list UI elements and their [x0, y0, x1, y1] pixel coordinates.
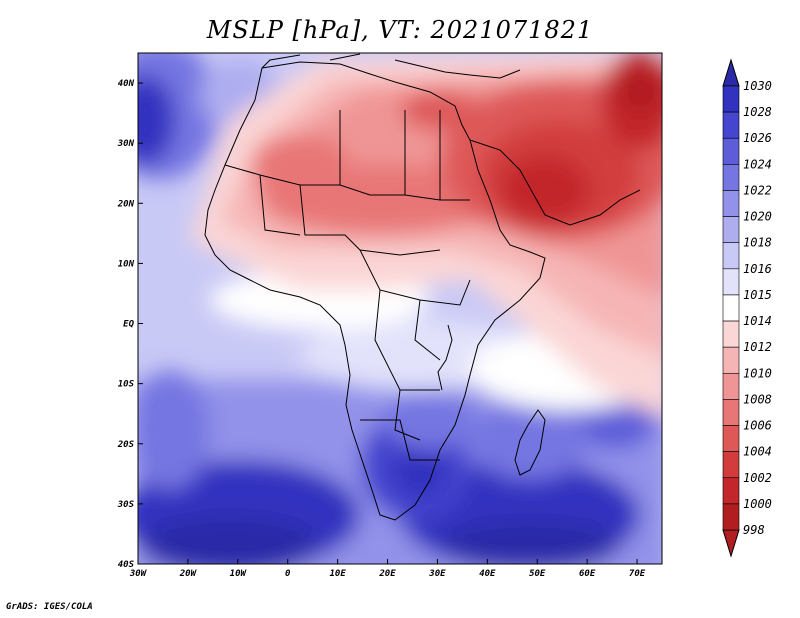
lon-tick-label: 30W [129, 569, 148, 579]
colorbar-label: 1024 [743, 157, 772, 171]
lat-tick-label: 30N [117, 139, 135, 149]
colorbar-swatch [722, 477, 740, 505]
lon-tick-label: 30E [428, 569, 446, 579]
colorbar-swatch [722, 399, 740, 426]
colorbar-swatch [722, 346, 740, 374]
grads-credit: GrADS: IGES/COLA [6, 602, 93, 612]
colorbar-label: 1018 [743, 236, 772, 250]
latitude-ticks: 40N 30N 20N 10N EQ 10S 20S 30S 40S [117, 79, 143, 570]
madagascar [514, 409, 546, 476]
colorbar-swatch [722, 294, 740, 322]
lat-tick-label: 20S [117, 440, 135, 450]
colorbar-label: 1030 [743, 79, 772, 93]
colorbar-swatch [722, 320, 740, 348]
lon-tick-label: 40E [479, 569, 496, 579]
coastlines [204, 53, 641, 521]
lat-tick-label: 30S [117, 500, 135, 510]
colorbar-swatch [722, 190, 740, 217]
colorbar-label: 1016 [743, 262, 772, 276]
lon-tick-label: 50E [529, 569, 546, 579]
colorbar-label: 1004 [743, 445, 772, 459]
colorbar-label: 998 [743, 523, 765, 537]
colorbar-swatch [722, 451, 740, 479]
colorbar-high-extend [722, 58, 740, 87]
lon-tick-label: 0 [285, 569, 291, 579]
lon-tick-label: 60E [579, 569, 596, 579]
map-frame [137, 52, 663, 565]
lakes [437, 324, 453, 391]
colorbar-swatch [722, 372, 740, 400]
lat-tick-label: 40N [118, 79, 135, 89]
arabia-coastline [469, 139, 641, 226]
lat-tick-label: 40S [118, 560, 135, 570]
colorbar-swatch [722, 268, 740, 296]
longitude-ticks: 30W 20W 10W 0 10E 20E 30E 40E 50E 60E 70E [129, 559, 646, 579]
lat-tick-label: 20N [117, 199, 135, 209]
colorbar-label: 1015 [743, 288, 772, 302]
europe-coastline [261, 53, 521, 79]
lat-tick-label: 10S [118, 380, 135, 390]
colorbar-label: 1014 [743, 314, 772, 328]
colorbar-label: 1012 [743, 340, 772, 354]
colorbar-swatch [722, 85, 740, 113]
colorbar-label: 1022 [743, 183, 772, 197]
colorbar-swatch [722, 111, 740, 139]
colorbar-swatch [722, 242, 740, 270]
colorbar-swatch [722, 425, 740, 452]
colorbar: 998 1000 1002 1004 1006 1008 1010 1012 1014 1015 1… [722, 58, 772, 558]
colorbar-label: 1006 [743, 419, 772, 433]
pressure-field [138, 53, 662, 564]
colorbar-swatch [722, 164, 740, 191]
lat-tick-label: EQ [123, 320, 134, 330]
africa-coastline [204, 61, 546, 521]
colorbar-label: 1000 [743, 497, 772, 511]
colorbar-label: 1028 [743, 105, 772, 119]
colorbar-label: 1008 [743, 392, 772, 406]
map-title: MSLP [hPa], VT: 2021071821 [206, 16, 594, 44]
colorbar-label: 1026 [743, 131, 772, 145]
lon-tick-label: 20W [179, 569, 198, 579]
country-borders [224, 110, 471, 461]
colorbar-label: 1010 [743, 366, 772, 380]
lat-tick-label: 10N [118, 259, 135, 269]
colorbar-low-extend [722, 529, 740, 558]
lon-tick-label: 20E [378, 569, 396, 579]
colorbar-label: 1020 [743, 210, 772, 224]
colorbar-label: 1002 [743, 471, 772, 485]
colorbar-swatch [722, 216, 740, 244]
colorbar-swatch [722, 503, 740, 531]
lon-tick-label: 10E [329, 569, 346, 579]
lon-tick-label: 70E [629, 569, 646, 579]
colorbar-swatch [722, 137, 740, 165]
lon-tick-label: 10W [230, 569, 248, 579]
